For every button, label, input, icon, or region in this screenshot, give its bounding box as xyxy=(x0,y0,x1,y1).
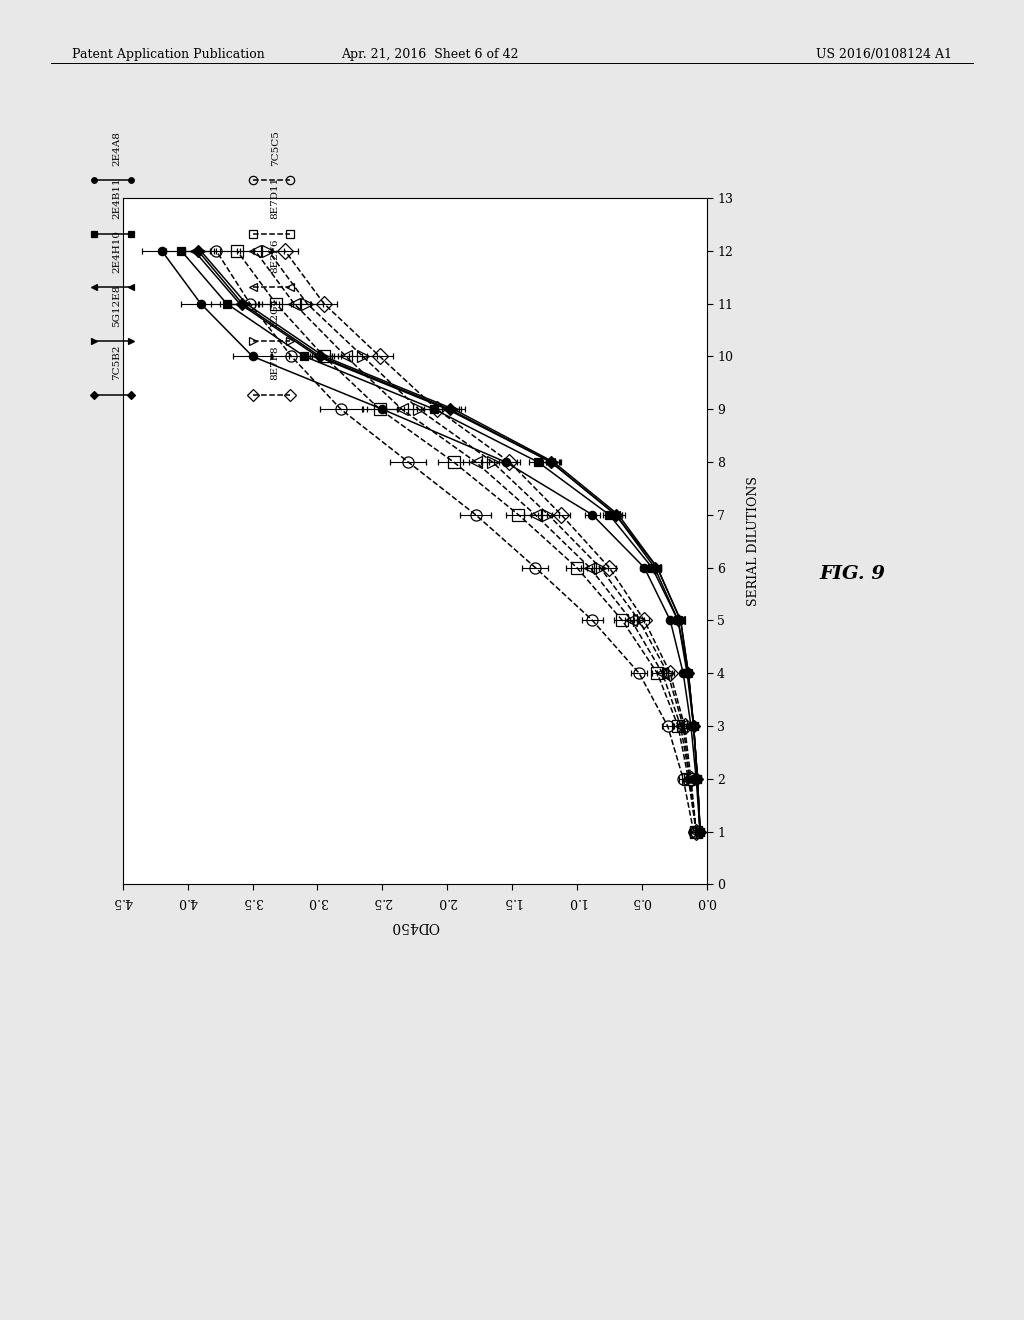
Text: US 2016/0108124 A1: US 2016/0108124 A1 xyxy=(816,48,952,61)
Text: Patent Application Publication: Patent Application Publication xyxy=(72,48,264,61)
Text: Apr. 21, 2016  Sheet 6 of 42: Apr. 21, 2016 Sheet 6 of 42 xyxy=(341,48,519,61)
Text: 2E4H10: 2E4H10 xyxy=(112,230,121,273)
Text: 2E4B11: 2E4B11 xyxy=(112,178,121,219)
Text: E2G4: E2G4 xyxy=(270,297,280,326)
Y-axis label: SERIAL DILUTIONS: SERIAL DILUTIONS xyxy=(746,477,760,606)
Text: 2E4A8: 2E4A8 xyxy=(112,131,121,165)
Text: 8E2F6: 8E2F6 xyxy=(270,239,280,273)
Text: 7C5B2: 7C5B2 xyxy=(112,345,121,380)
Text: FIG. 9: FIG. 9 xyxy=(819,565,885,583)
Text: 8E7D11: 8E7D11 xyxy=(270,177,280,219)
X-axis label: OD450: OD450 xyxy=(390,919,439,933)
Text: 5G12E8: 5G12E8 xyxy=(112,284,121,326)
Text: 7C5C5: 7C5C5 xyxy=(270,129,280,165)
Text: 8E7F8: 8E7F8 xyxy=(270,346,280,380)
